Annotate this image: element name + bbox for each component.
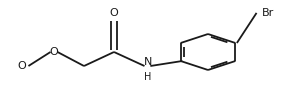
Text: O: O	[18, 61, 26, 71]
Text: N: N	[144, 57, 152, 67]
Text: O: O	[50, 47, 58, 57]
Text: H: H	[144, 72, 152, 82]
Text: Br: Br	[262, 8, 275, 18]
Text: O: O	[110, 8, 118, 18]
